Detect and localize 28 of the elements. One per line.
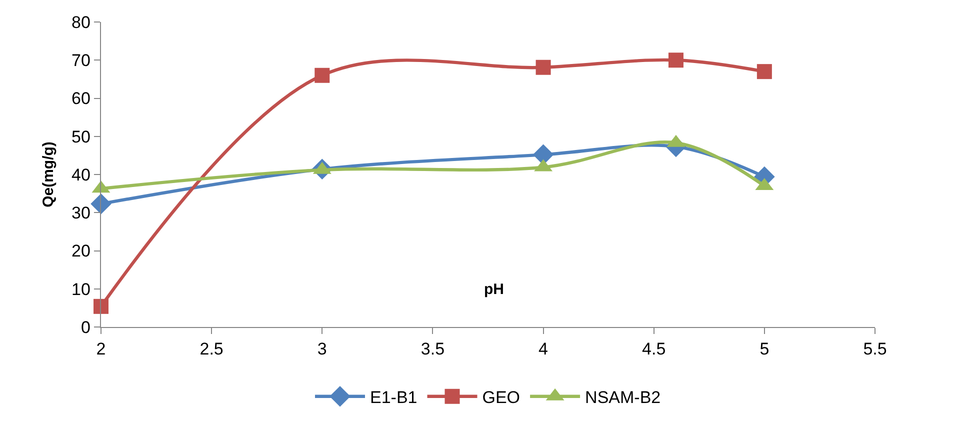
y-tick-label: 80 — [72, 12, 90, 32]
point — [668, 52, 684, 68]
y-axis-title: Qe(mg/g) — [40, 142, 57, 208]
legend-label: NSAM-B2 — [585, 388, 661, 408]
point — [94, 298, 108, 314]
y-tick-label: 60 — [72, 89, 90, 108]
legend-label: GEO — [482, 388, 520, 408]
x-tick-label: 2.5 — [200, 340, 224, 359]
x-tick-label: 4.5 — [642, 340, 666, 359]
y-tick-label: 10 — [72, 280, 90, 299]
y-tick-label: 20 — [72, 242, 90, 261]
x-tick-label: 5.5 — [863, 340, 887, 359]
y-tick-label: 40 — [72, 165, 90, 184]
y-tick-label: 50 — [72, 127, 90, 146]
x-tick-label: 3 — [317, 340, 327, 359]
x-axis-title: pH — [484, 281, 504, 298]
y-tick-label: 0 — [80, 318, 90, 337]
x-tick-label: 5 — [760, 340, 770, 359]
point — [756, 64, 772, 80]
y-tick-label: 30 — [72, 204, 90, 223]
x-tick-label: 3.5 — [420, 340, 445, 359]
point — [536, 60, 551, 75]
y-tick-label: 70 — [72, 51, 90, 70]
x-tick-label: 4 — [538, 340, 548, 359]
legend-label: E1-B1 — [370, 388, 418, 408]
point — [314, 68, 330, 83]
x-tick-label: 2 — [96, 340, 106, 359]
point — [90, 193, 112, 214]
